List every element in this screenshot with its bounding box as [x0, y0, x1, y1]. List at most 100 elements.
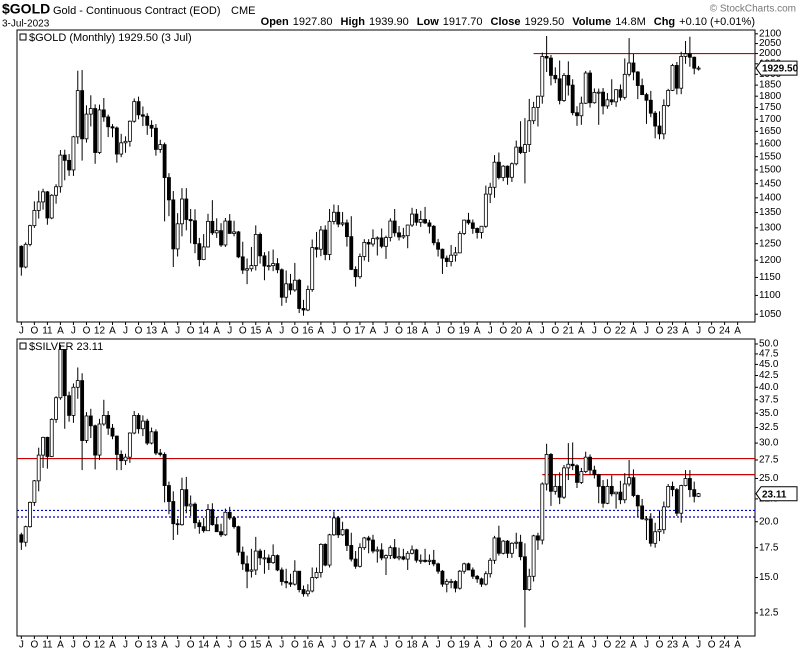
candle-body	[466, 219, 471, 224]
candle-body	[366, 537, 371, 541]
candle-body	[175, 223, 180, 250]
x-tick-label: J	[436, 640, 441, 650]
candle-body	[414, 213, 419, 223]
candle-body	[657, 529, 662, 533]
stat-label: Close	[491, 16, 521, 28]
candle-body	[531, 106, 536, 122]
x-tick-label: J	[71, 326, 76, 337]
candle-body	[214, 230, 219, 234]
candle-body	[162, 144, 167, 178]
candle-body	[479, 225, 484, 233]
x-tick-label: A	[474, 640, 481, 650]
x-tick-label: O	[30, 640, 38, 650]
x-tick-label: J	[644, 326, 649, 337]
candle-body	[557, 78, 562, 101]
candle-body	[136, 415, 141, 430]
last-value-label: 23.11	[762, 489, 787, 500]
candle-body	[314, 247, 319, 250]
x-tick-label: 22	[615, 640, 627, 650]
x-tick-label: J	[227, 640, 232, 650]
candle-body	[371, 539, 375, 552]
y-tick-label: 1600	[759, 138, 782, 149]
candle-body	[284, 283, 289, 298]
candle-body	[88, 108, 93, 115]
candle-body	[627, 477, 632, 485]
candle-body	[648, 99, 653, 114]
x-tick-label: O	[551, 640, 559, 650]
candle-body	[674, 489, 679, 514]
candle-body	[392, 547, 397, 559]
candle-body	[301, 308, 306, 311]
candle-body	[653, 531, 658, 544]
candle-body	[401, 235, 406, 238]
candle-body	[314, 572, 319, 578]
candle-body	[562, 467, 566, 498]
x-tick-label: 12	[94, 640, 106, 650]
y-tick-label: 50.0	[759, 339, 779, 350]
candle-body	[540, 483, 545, 541]
candle-body	[171, 199, 176, 250]
candle-body	[466, 563, 471, 571]
x-tick-label: J	[696, 640, 701, 650]
x-tick-label: J	[592, 326, 597, 337]
y-tick-label: 1150	[759, 272, 781, 283]
candle-body	[696, 67, 701, 70]
candle-body	[331, 211, 336, 222]
candle-body	[692, 56, 697, 69]
candle-body	[505, 165, 510, 178]
x-tick-label: 17	[354, 640, 366, 650]
candle-body	[345, 529, 349, 546]
x-tick-label: A	[734, 326, 741, 337]
candle-body	[553, 74, 558, 80]
y-tick-label: 1300	[759, 222, 782, 233]
candle-body	[683, 53, 688, 57]
candle-body	[353, 269, 358, 278]
candle-body	[214, 524, 219, 533]
candle-body	[444, 581, 449, 585]
candle-body	[384, 555, 388, 559]
x-tick-label: J	[540, 640, 545, 650]
x-tick-label: O	[708, 640, 716, 650]
candle-body	[431, 559, 436, 565]
candle-body	[41, 191, 45, 203]
x-tick-label: J	[227, 326, 232, 337]
x-tick-label: O	[343, 640, 351, 650]
y-tick-label: 20.0	[759, 516, 779, 527]
candle-body	[592, 469, 597, 476]
stat-label: Low	[417, 16, 439, 28]
candle-body	[453, 581, 458, 589]
candle-body	[310, 247, 315, 290]
x-tick-label: J	[331, 640, 336, 650]
candle-body	[227, 220, 232, 234]
candle-body	[236, 231, 241, 258]
candle-body	[223, 220, 228, 246]
candle-body	[648, 518, 653, 544]
candle-body	[397, 556, 401, 559]
x-tick-label: O	[604, 326, 612, 337]
x-tick-label: O	[239, 326, 247, 337]
candle-body	[692, 489, 697, 497]
x-tick-label: 11	[42, 326, 53, 337]
title-icon	[19, 342, 27, 350]
candle-body	[132, 415, 137, 434]
x-tick-label: O	[291, 640, 299, 650]
candle-body	[210, 220, 215, 234]
candle-body	[127, 120, 132, 142]
candle-body	[32, 480, 37, 503]
candle-body	[631, 62, 636, 73]
x-tick-label: J	[644, 640, 649, 650]
candle-body	[557, 485, 562, 498]
candle-body	[84, 415, 89, 441]
candle-body	[19, 245, 24, 268]
candle-body	[601, 91, 605, 107]
candle-body	[483, 193, 488, 227]
candle-body	[670, 65, 675, 91]
candle-body	[123, 456, 128, 462]
y-tick-label: 2000	[759, 48, 782, 59]
candle-body	[188, 503, 193, 507]
candle-body	[45, 436, 50, 457]
candle-body	[210, 509, 215, 526]
x-tick-label: O	[135, 640, 143, 650]
candle-body	[327, 534, 332, 566]
candle-body	[153, 431, 158, 454]
